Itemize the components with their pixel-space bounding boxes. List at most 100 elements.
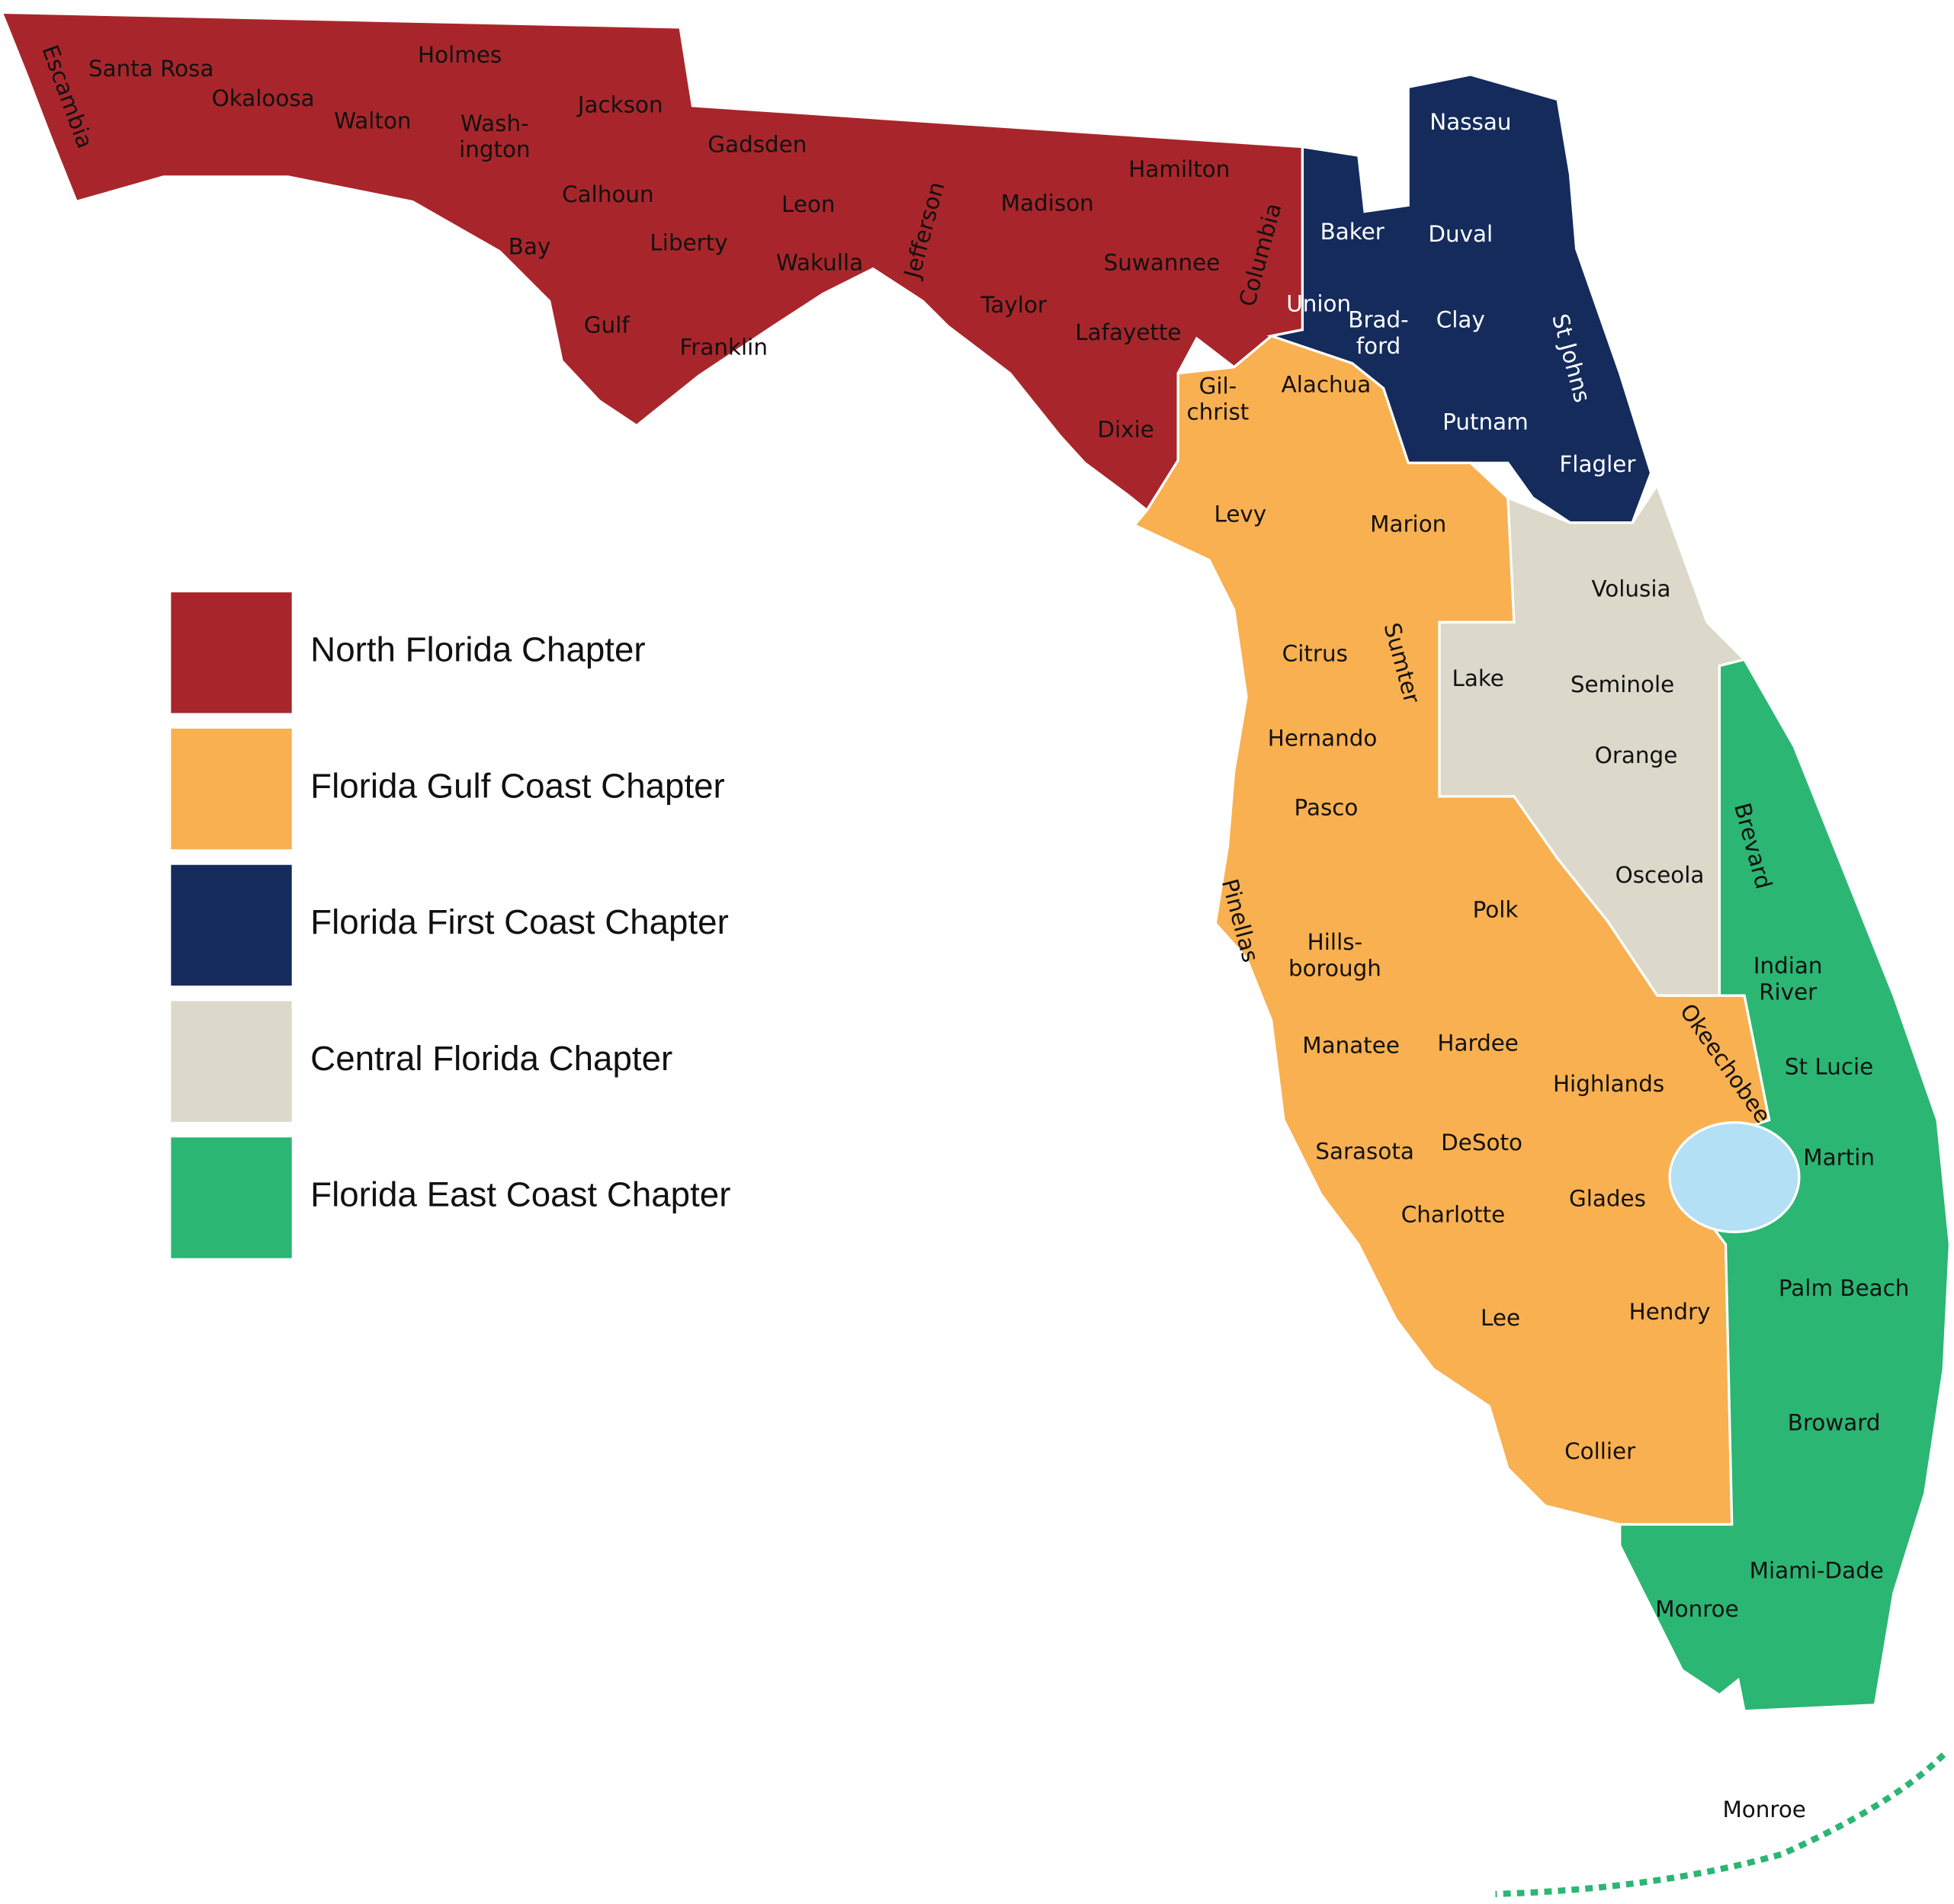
county-name: Monroe xyxy=(1655,1596,1738,1622)
county-name: Wakulla xyxy=(776,250,863,276)
county-label: Palm Beach xyxy=(1779,1275,1910,1301)
county-name: Calhoun xyxy=(562,181,654,207)
county-label: Santa Rosa xyxy=(88,56,214,82)
county-name: Duval xyxy=(1428,221,1493,247)
county-name: Flagler xyxy=(1559,451,1636,477)
county-label: Miami-Dade xyxy=(1750,1558,1884,1584)
county-label: Sarasota xyxy=(1315,1138,1414,1164)
county-name: Putnam xyxy=(1442,409,1529,435)
county-label: Lake xyxy=(1452,665,1503,691)
county-name: Pasco xyxy=(1295,795,1359,821)
county-label: Alachua xyxy=(1282,372,1372,398)
county-label: Nassau xyxy=(1429,109,1511,135)
county-name: Alachua xyxy=(1282,372,1372,398)
county-name: Jackson xyxy=(576,91,663,117)
county-label: Levy xyxy=(1214,501,1266,527)
county-name: Lafayette xyxy=(1075,319,1181,345)
county-label: Collier xyxy=(1564,1438,1636,1464)
county-label: Clay xyxy=(1436,307,1485,333)
county-name: Gulf xyxy=(584,312,630,338)
legend-swatch xyxy=(171,728,292,850)
legend-swatch xyxy=(171,592,292,713)
county-name: Hendry xyxy=(1629,1299,1711,1325)
county-label: Taylor xyxy=(980,292,1048,318)
county-name: Baker xyxy=(1320,219,1385,245)
county-name: St Lucie xyxy=(1785,1053,1873,1079)
county-name: Marion xyxy=(1370,511,1446,537)
county-label: Liberty xyxy=(650,230,727,256)
county-label: Flagler xyxy=(1559,451,1636,477)
county-name: Lake xyxy=(1452,665,1503,691)
county-name: Okaloosa xyxy=(212,85,315,111)
county-label: Hills-borough xyxy=(1288,929,1381,981)
county-label: Franklin xyxy=(680,335,768,361)
county-name: Martin xyxy=(1803,1145,1875,1171)
county-name: Orange xyxy=(1595,742,1678,768)
county-name: Gadsden xyxy=(707,132,807,158)
county-name: Indian xyxy=(1753,953,1823,979)
county-name: DeSoto xyxy=(1441,1130,1522,1156)
county-label: Citrus xyxy=(1282,640,1348,666)
county-label: Volusia xyxy=(1591,575,1670,601)
county-name: Liberty xyxy=(650,230,727,256)
county-label: Gadsden xyxy=(707,132,807,158)
county-label: Calhoun xyxy=(562,181,654,207)
county-label: DeSoto xyxy=(1441,1130,1522,1156)
county-name: Palm Beach xyxy=(1779,1275,1910,1301)
county-label: Hardee xyxy=(1437,1030,1518,1056)
county-name: Wash- xyxy=(460,111,529,136)
county-name: Dixie xyxy=(1097,416,1153,442)
county-label: Putnam xyxy=(1442,409,1529,435)
county-label: Highlands xyxy=(1553,1071,1664,1097)
county-label: Hendry xyxy=(1629,1299,1711,1325)
county-label: Broward xyxy=(1788,1409,1881,1435)
county-name: Holmes xyxy=(418,42,502,68)
legend-label: Florida Gulf Coast Chapter xyxy=(310,766,725,805)
county-label: Hernando xyxy=(1268,725,1378,751)
county-name: Madison xyxy=(1001,190,1094,216)
county-label: Jackson xyxy=(576,91,663,117)
legend-swatch xyxy=(171,1001,292,1122)
legend-label: Florida East Coast Chapter xyxy=(310,1175,730,1214)
county-name: Collier xyxy=(1564,1438,1636,1464)
legend-swatch xyxy=(171,1137,292,1258)
county-name: Glades xyxy=(1569,1185,1646,1211)
county-label: Osceola xyxy=(1615,862,1705,888)
county-name: ford xyxy=(1356,333,1401,359)
county-label: Okaloosa xyxy=(212,85,315,111)
county-name: Monroe xyxy=(1722,1797,1805,1822)
county-label: Duval xyxy=(1428,221,1493,247)
county-name: Manatee xyxy=(1302,1033,1400,1059)
county-label: Glades xyxy=(1569,1185,1646,1211)
county-name: Leon xyxy=(781,191,836,217)
county-label: Madison xyxy=(1001,190,1094,216)
county-label: Manatee xyxy=(1302,1033,1400,1059)
county-name: christ xyxy=(1187,399,1250,425)
county-label: Gil-christ xyxy=(1187,373,1250,425)
county-label: Lee xyxy=(1481,1305,1520,1331)
county-label: Hamilton xyxy=(1128,156,1230,182)
county-label: Suwannee xyxy=(1104,250,1221,276)
county-name: borough xyxy=(1288,955,1381,981)
county-name: Hardee xyxy=(1437,1030,1518,1056)
legend-swatch xyxy=(171,864,292,986)
county-name: Nassau xyxy=(1429,109,1511,135)
county-label: Leon xyxy=(781,191,836,217)
chapter-region xyxy=(1438,482,1747,997)
county-name: Hamilton xyxy=(1128,156,1230,182)
legend-label: North Florida Chapter xyxy=(310,630,645,669)
county-label: Brad-ford xyxy=(1348,307,1408,359)
county-name: Walton xyxy=(334,108,411,134)
county-name: Miami-Dade xyxy=(1750,1558,1884,1584)
legend-label: Central Florida Chapter xyxy=(310,1039,672,1078)
legend-label: Florida First Coast Chapter xyxy=(310,902,729,941)
county-name: Volusia xyxy=(1591,575,1670,601)
county-name: Broward xyxy=(1788,1409,1881,1435)
county-label: Walton xyxy=(334,108,411,134)
florida-keys xyxy=(1495,1752,1946,1898)
county-label: Orange xyxy=(1595,742,1678,768)
county-name: Levy xyxy=(1214,501,1266,527)
